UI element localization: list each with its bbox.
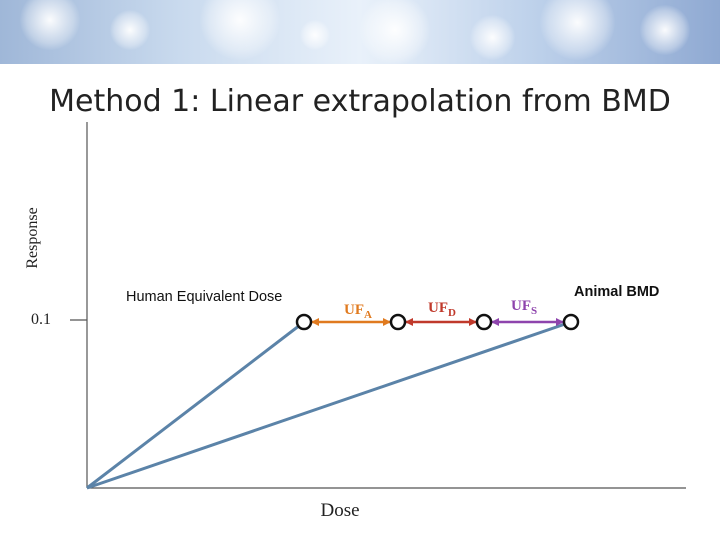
human-equivalent-dose-label: Human Equivalent Dose (126, 289, 282, 305)
uf-a-label: UFA (344, 302, 372, 321)
uf-a-arrow (311, 318, 391, 326)
uf-a-base: UF (344, 302, 364, 318)
uf-d-arrow (405, 318, 477, 326)
intermediate-dose-point-2 (475, 313, 493, 331)
intermediate-dose-point-1 (389, 313, 407, 331)
human-extrapolation-line (86, 320, 305, 490)
response-level-label: 0.1 (31, 311, 51, 328)
y-axis-label: Response (24, 207, 41, 268)
slide-title: Method 1: Linear extrapolation from BMD (49, 84, 671, 119)
uf-d-base: UF (428, 300, 448, 316)
uf-a-sub: A (364, 309, 372, 321)
human-equivalent-dose-point (295, 313, 313, 331)
x-axis-label: Dose (320, 500, 359, 521)
animal-bmd-label: Animal BMD (574, 284, 659, 300)
uf-s-base: UF (511, 298, 531, 314)
uf-s-sub: S (531, 305, 537, 317)
animal-bmd-point (562, 313, 580, 331)
uf-d-label: UFD (428, 300, 456, 319)
uf-d-sub: D (448, 307, 456, 319)
uf-s-label: UFS (511, 298, 537, 317)
animal-extrapolation-line (86, 320, 572, 490)
uf-s-arrow (491, 318, 564, 326)
header-banner (0, 0, 720, 64)
